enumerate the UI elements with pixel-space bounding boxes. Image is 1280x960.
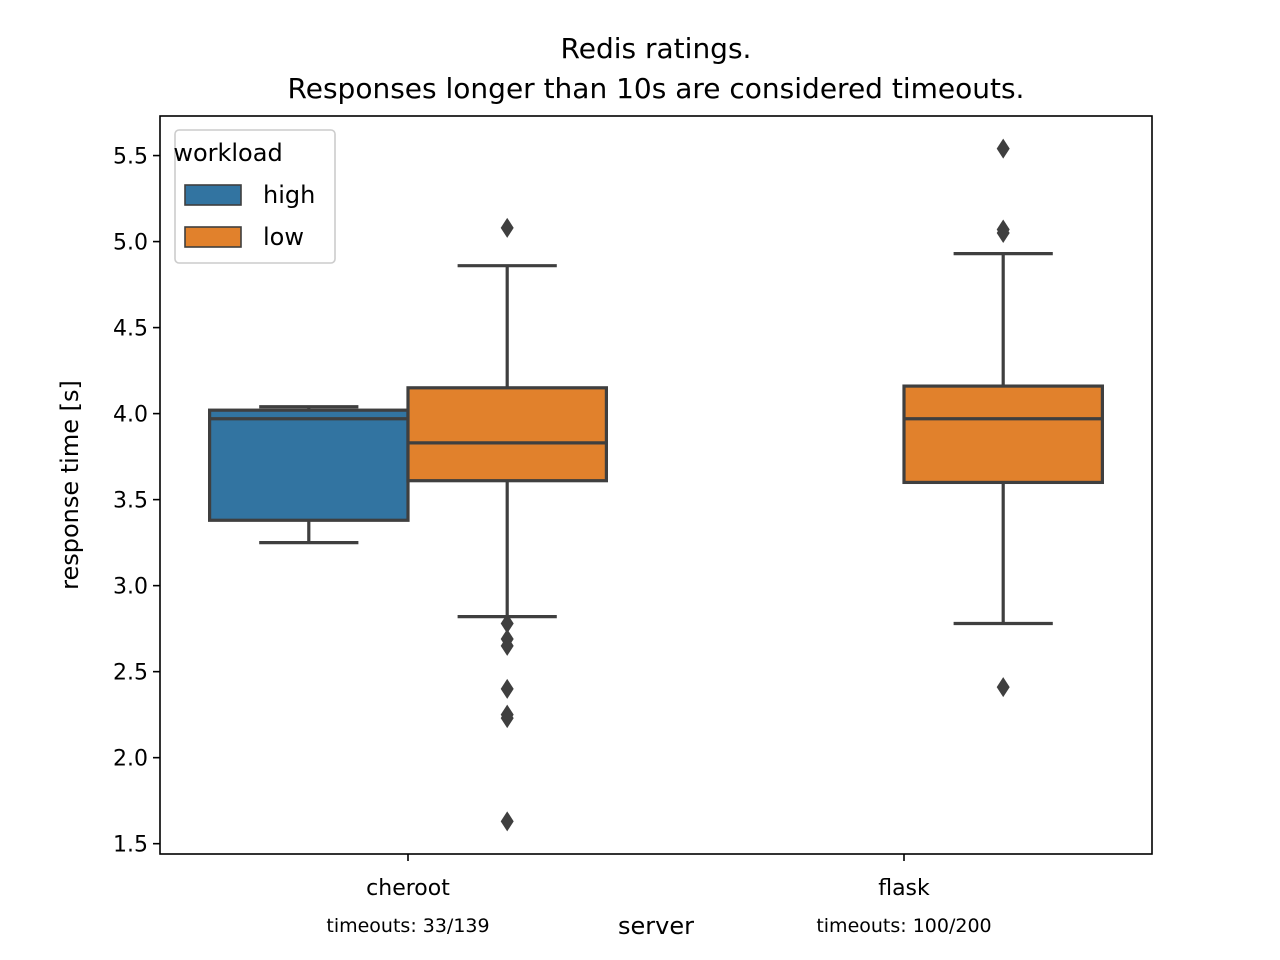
x-axis-label: server <box>618 912 694 940</box>
legend-swatch-low <box>184 226 242 248</box>
x-axis: cheroot timeouts: 33/139 flask timeouts: 10… <box>326 854 992 937</box>
x-tick-label-flask: flask <box>878 876 930 901</box>
y-tick-label: 2.5 <box>113 661 148 686</box>
outlier-point <box>500 811 514 832</box>
chart-title-line-1: Redis ratings. <box>561 32 752 65</box>
outlier-point <box>500 635 514 656</box>
y-tick-label: 1.5 <box>113 833 148 858</box>
category-note-cheroot: timeouts: 33/139 <box>326 915 489 937</box>
box-iqr <box>902 384 1104 485</box>
legend-swatch-high <box>184 184 242 206</box>
y-tick-label: 2.0 <box>113 747 148 772</box>
outlier-point <box>500 217 514 238</box>
outlier-point <box>996 677 1010 698</box>
outlier-point <box>500 613 514 634</box>
box-low-flask <box>902 138 1104 698</box>
y-axis: 1.5 2.0 2.5 3.0 3.5 4.0 4.5 5.0 5.5 <box>113 145 160 858</box>
outlier-point <box>500 708 514 729</box>
y-tick-label: 3.0 <box>113 575 148 600</box>
box-iqr <box>406 386 608 483</box>
box-iqr <box>208 408 410 522</box>
outlier-point <box>996 222 1010 243</box>
y-tick-label: 5.0 <box>113 231 148 256</box>
box-low-cheroot <box>406 217 608 832</box>
plot-frame <box>159 115 1153 855</box>
outlier-point <box>500 678 514 699</box>
y-tick-label: 3.5 <box>113 489 148 514</box>
y-tick-label: 4.5 <box>113 317 148 342</box>
y-tick-label: 5.5 <box>113 145 148 170</box>
legend-label-high: high <box>263 181 315 209</box>
y-axis-label: response time [s] <box>56 380 84 590</box>
plot-area <box>208 138 1104 832</box>
chart-title-line-2: Responses longer than 10s are considered… <box>288 72 1025 105</box>
outlier-point <box>996 138 1010 159</box>
legend: workload high low <box>173 129 336 264</box>
x-tick-label-cheroot: cheroot <box>366 876 450 901</box>
y-tick-label: 4.0 <box>113 403 148 428</box>
legend-label-low: low <box>263 223 304 251</box>
category-note-flask: timeouts: 100/200 <box>816 915 991 937</box>
box-high-cheroot <box>208 405 410 545</box>
legend-title: workload <box>173 139 282 167</box>
